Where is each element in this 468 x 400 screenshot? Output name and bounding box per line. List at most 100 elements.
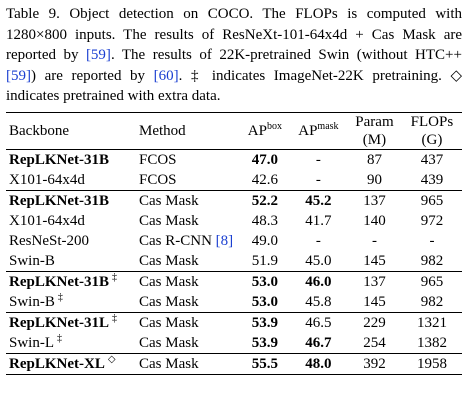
- cell-ap-mask: 46.5: [289, 312, 348, 333]
- header-param-unit: (M): [362, 132, 387, 148]
- cell-param: 90: [347, 170, 402, 191]
- cell-ap-box-text: 55.5: [251, 356, 278, 372]
- cell-ap-box: 52.2: [240, 190, 290, 211]
- cell-backbone: ResNeSt-200: [6, 231, 136, 251]
- pretrain-mark: ‡: [57, 292, 63, 303]
- header-ap-mask-sup: mask: [317, 121, 339, 132]
- cell-ap-mask-text: 48.0: [305, 356, 332, 372]
- cell-flops-text: 982: [420, 253, 444, 269]
- cell-method: Cas Mask: [136, 271, 240, 292]
- cell-param-text: 137: [363, 274, 386, 290]
- cell-backbone-text: RepLKNet-31L: [9, 315, 109, 331]
- cell-flops: 439: [402, 170, 462, 191]
- cell-ap-mask-text: 41.7: [305, 213, 332, 229]
- cell-ap-box: 42.6: [240, 170, 290, 191]
- cell-method-text: Cas R-CNN: [139, 233, 212, 249]
- pretrain-mark: ◇: [107, 354, 116, 365]
- caption-label: Table 9.: [6, 6, 60, 22]
- cell-ap-mask-text: 45.2: [305, 193, 332, 209]
- cell-method: Cas Mask: [136, 292, 240, 313]
- header-param: Param (M): [347, 112, 402, 150]
- cell-param-text: 229: [363, 315, 386, 331]
- header-ap-mask-text: AP: [298, 123, 318, 139]
- cell-flops: 437: [401, 149, 462, 170]
- citation-link[interactable]: [60]: [153, 67, 179, 84]
- cell-param: 254: [347, 333, 402, 354]
- caption-text-4: . ‡ indicates ImageNet-22K pretraining. …: [6, 67, 463, 105]
- cell-ap-mask: -: [290, 170, 347, 191]
- cell-flops-text: 1382: [416, 335, 447, 351]
- cell-ap-mask: 48.0: [289, 353, 348, 375]
- header-ap-box-sup: box: [266, 121, 282, 132]
- citation-link[interactable]: [59]: [85, 47, 111, 64]
- cell-method-text: Cas Mask: [139, 274, 199, 290]
- cell-backbone-text: X101-64x4d: [9, 213, 85, 229]
- cell-param-text: 137: [363, 193, 386, 209]
- cell-backbone: X101-64x4d: [6, 211, 136, 231]
- cell-ap-box: 48.3: [240, 211, 290, 231]
- cell-param-text: 145: [363, 253, 386, 269]
- cell-ap-box-text: 47.0: [251, 152, 278, 168]
- table-row: X101-64x4d Cas Mask 48.3 41.7 140 972: [6, 211, 462, 231]
- cell-backbone-text: X101-64x4d: [9, 172, 85, 188]
- cell-backbone: RepLKNet-XL ◇: [6, 353, 136, 375]
- cell-ap-box: 53.9: [240, 333, 290, 354]
- cell-ap-mask-text: 46.5: [305, 315, 332, 331]
- cell-ap-box-text: 52.2: [251, 193, 278, 209]
- cell-ap-box-text: 48.3: [251, 213, 278, 229]
- cell-param: 137: [347, 190, 402, 211]
- cell-ap-mask-text: 46.7: [305, 335, 332, 351]
- cell-ap-mask: -: [290, 231, 347, 251]
- cell-param-text: 392: [363, 356, 386, 372]
- cell-flops: 972: [402, 211, 462, 231]
- cell-ap-mask: 45.8: [290, 292, 347, 313]
- cell-param-text: 254: [363, 335, 386, 351]
- cell-ap-box: 53.0: [240, 271, 290, 292]
- cell-flops-text: 439: [420, 172, 444, 188]
- cell-backbone-text: Swin-B: [9, 294, 55, 310]
- cell-param: 145: [347, 251, 402, 272]
- cell-ap-box-text: 53.0: [251, 294, 278, 310]
- cell-method: Cas Mask: [136, 211, 240, 231]
- results-table: Backbone Method APbox APmask Param (M) FL…: [6, 112, 462, 375]
- cell-method-text: Cas Mask: [139, 294, 199, 310]
- cell-ap-box: 55.5: [240, 353, 290, 375]
- cell-method: Cas Mask: [136, 190, 240, 211]
- cell-ap-mask: -: [289, 149, 348, 170]
- cell-backbone-text: Swin-L: [9, 335, 54, 351]
- cell-ap-mask-text: -: [315, 152, 321, 168]
- header-flops: FLOPs (G): [401, 112, 462, 150]
- cell-flops: 982: [402, 292, 462, 313]
- table-row: Swin-B Cas Mask 51.9 45.0 145 982: [6, 251, 462, 272]
- cell-flops: -: [402, 231, 462, 251]
- cell-param: 229: [347, 312, 402, 333]
- table-row: RepLKNet-31L ‡ Cas Mask 53.9 46.5 229 1321: [6, 312, 462, 333]
- cell-method: Cas Mask: [136, 353, 240, 375]
- results-table-wrapper: Backbone Method APbox APmask Param (M) FL…: [6, 112, 462, 375]
- cell-flops: 965: [401, 190, 462, 211]
- cell-method-text: Cas Mask: [139, 335, 199, 351]
- table-body: RepLKNet-31B FCOS 47.0 - 87 437 X101-64x4d FCOS…: [6, 149, 462, 375]
- cell-flops: 1958: [401, 353, 462, 375]
- header-flops-unit: (G): [421, 132, 443, 148]
- cell-method-text: Cas Mask: [139, 193, 199, 209]
- header-flops-text: FLOPs: [410, 114, 454, 130]
- cell-param-text: 145: [363, 294, 386, 310]
- table-row: RepLKNet-XL ◇ Cas Mask 55.5 48.0 392 1958: [6, 353, 462, 375]
- cell-method-text: Cas Mask: [139, 213, 199, 229]
- cell-ap-mask-text: -: [315, 172, 321, 188]
- cell-backbone: Swin-L ‡: [6, 333, 136, 354]
- cell-flops: 1321: [401, 312, 462, 333]
- citation-link[interactable]: [8]: [215, 233, 234, 249]
- cell-ap-box-text: 51.9: [251, 253, 278, 269]
- cell-flops-text: 1958: [416, 356, 447, 372]
- cell-backbone-text: Swin-B: [9, 253, 55, 269]
- cell-param-text: 87: [366, 152, 382, 168]
- citation-link[interactable]: [59]: [6, 67, 31, 84]
- cell-ap-mask: 45.2: [289, 190, 348, 211]
- cell-param-text: 90: [366, 172, 382, 188]
- cell-param: 87: [347, 149, 402, 170]
- cell-ap-mask-text: -: [315, 233, 321, 249]
- cell-param-text: 140: [363, 213, 386, 229]
- header-ap-mask: APmask: [289, 112, 348, 150]
